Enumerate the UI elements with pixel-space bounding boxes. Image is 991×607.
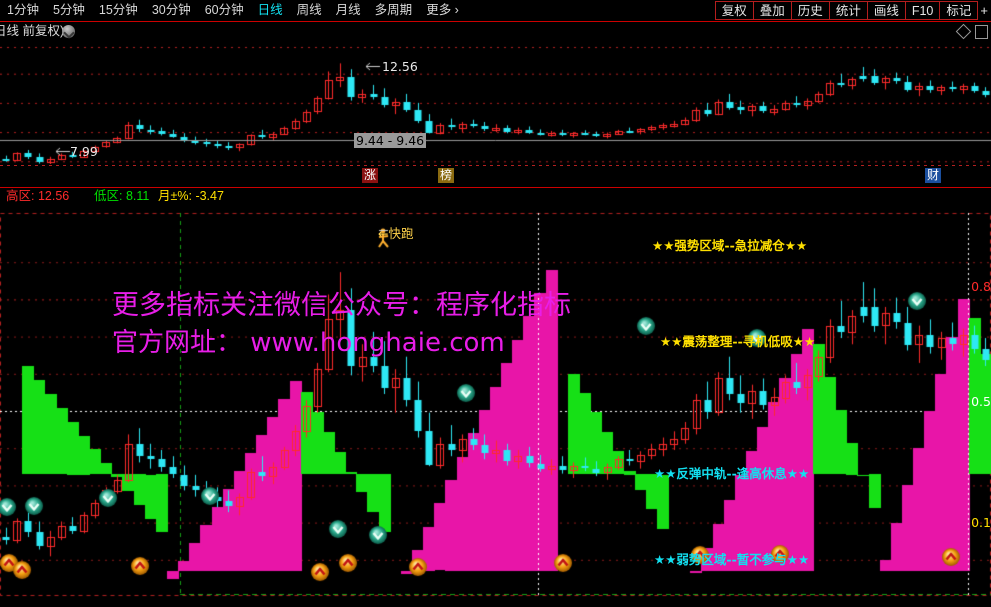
price-label-0: 12.56: [382, 59, 418, 74]
period-tab-8[interactable]: 多周期: [374, 3, 413, 17]
period-tab-7[interactable]: 月线: [335, 3, 361, 17]
symbol-period-label: 日线 前复权): [0, 24, 65, 38]
watermark-line-2: 官方网址： www.honghaie.com: [112, 328, 505, 358]
indicator-chart-canvas[interactable]: [0, 205, 991, 607]
high-zone-label: 高区:: [6, 189, 35, 203]
chevron-down-icon[interactable]: [62, 25, 75, 38]
strip-dotted-line: [0, 165, 991, 166]
indicator-chart[interactable]: ←快跑 ★★强势区域--急拉减仓★★ ★★震荡整理--寻机低吸★★ ★★反弹中轨--…: [0, 205, 991, 607]
month-change-readout: 月±%: -3.47: [158, 188, 224, 205]
month-change-label: 月±%:: [158, 189, 192, 203]
toolbar-button-5[interactable]: F10: [904, 1, 941, 20]
period-tab-3[interactable]: 30分钟: [151, 3, 191, 17]
toolbar-button-0[interactable]: 复权: [714, 1, 754, 20]
add-button[interactable]: +: [980, 3, 988, 18]
symbol-subheader: 日线 前复权): [0, 22, 991, 41]
toolbar-button-2[interactable]: 历史: [790, 1, 830, 20]
indicator-annotation-1: ★★震荡整理--寻机低吸★★: [660, 334, 816, 349]
month-change-value: -3.47: [195, 189, 224, 203]
indicator-axis-label-1: 0.5: [971, 394, 991, 409]
indicator-annotation-3: ★★弱势区域--暂不参与★★: [654, 552, 810, 567]
period-tab-4[interactable]: 60分钟: [204, 3, 244, 17]
price-label-1: 9.44 - 9.46: [354, 133, 427, 148]
diamond-icon[interactable]: [955, 23, 972, 40]
status-strip: 涨 榜 财: [0, 164, 991, 188]
indicator-annotation-2: ★★反弹中轨--逢高休息★★: [654, 466, 810, 481]
low-zone-value: 8.11: [125, 189, 150, 203]
watermark-line-1: 更多指标关注微信公众号：程序化指标: [112, 290, 571, 321]
window-icon[interactable]: [975, 25, 988, 39]
indicator-axis-label-2: 0.1: [971, 515, 991, 530]
status-badge-bang[interactable]: 榜: [438, 168, 455, 183]
toolbar-actions: 复权 叠加 历史 统计 画线 F10 标记 +: [714, 0, 991, 21]
toolbar-button-1[interactable]: 叠加: [752, 1, 792, 20]
toolbar-button-6[interactable]: 标记: [939, 1, 979, 20]
period-tab-9[interactable]: 更多 ›: [426, 3, 459, 17]
period-tab-1[interactable]: 5分钟: [52, 3, 85, 17]
indicator-annotation-0: ★★强势区域--急拉减仓★★: [652, 238, 808, 253]
price-label-2: 7.99: [70, 144, 98, 159]
strip-divider: [0, 187, 991, 188]
period-tab-0[interactable]: 1分钟: [7, 3, 39, 17]
status-badge-zhang[interactable]: 涨: [362, 168, 379, 183]
low-zone-label: 低区:: [94, 189, 123, 203]
status-badge-cai[interactable]: 财: [925, 168, 942, 183]
high-zone-readout: 高区: 12.56: [6, 188, 69, 205]
period-tab-2[interactable]: 15分钟: [98, 3, 138, 17]
indicator-axis-label-0: 0.8: [971, 279, 991, 294]
period-tab-5[interactable]: 日线: [257, 3, 283, 17]
fast-run-annotation: ←快跑: [378, 226, 414, 241]
indicator-title-bar: 高区: 12.56 低区: 8.11 月±%: -3.47: [0, 188, 991, 205]
toolbar-button-3[interactable]: 统计: [828, 1, 868, 20]
period-tabs: 1分钟 5分钟 15分钟 30分钟 60分钟 日线 周线 月线 多周期 更多 ›: [0, 0, 466, 21]
top-toolbar: 1分钟 5分钟 15分钟 30分钟 60分钟 日线 周线 月线 多周期 更多 › 复权 叠加 历史 统计…: [0, 0, 991, 22]
price-chart-canvas[interactable]: [0, 41, 991, 181]
high-zone-value: 12.56: [37, 189, 70, 203]
toolbar-button-4[interactable]: 画线: [866, 1, 906, 20]
low-zone-readout: 低区: 8.11: [94, 188, 149, 205]
price-candlestick-chart[interactable]: 12.56 9.44 - 9.46 7.99: [0, 41, 991, 181]
period-tab-6[interactable]: 周线: [296, 3, 322, 17]
